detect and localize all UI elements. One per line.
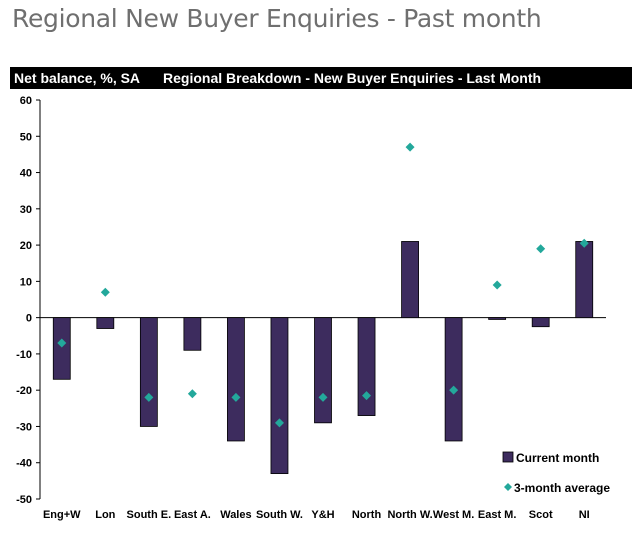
legend-bar-swatch [502, 451, 514, 463]
chart-axes [36, 99, 606, 500]
x-category-label: Y&H [311, 509, 334, 521]
bar-current-month [96, 317, 115, 329]
x-category-label: East A. [174, 509, 211, 521]
chart-legend: Current month 3-month average [502, 451, 610, 495]
y-tick-label: 60 [20, 95, 32, 107]
legend-diamond-swatch [504, 483, 512, 491]
marker-3-month-average [536, 244, 546, 254]
marker-3-month-average [579, 238, 589, 248]
x-category-label: North W. [387, 509, 432, 521]
x-category-label: Wales [220, 509, 251, 521]
y-tick-labels: 60 50 40 30 20 10 0 -10 -20 -30 -40 -50 [16, 95, 32, 506]
y-tick-label: 0 [26, 313, 32, 325]
x-category-label: North [352, 509, 382, 521]
bar-series [52, 241, 594, 475]
marker-3-month-average [187, 389, 197, 399]
bar-current-month [575, 241, 594, 319]
bar-current-month [401, 241, 419, 319]
x-category-label: South E. [127, 509, 172, 521]
x-category-label: Scot [529, 509, 553, 521]
y-tick-label: 40 [20, 168, 32, 180]
x-category-label: East M. [478, 509, 517, 521]
y-axis-unit-label: Net balance, %, SA [14, 70, 141, 86]
y-tick-label: 10 [20, 276, 32, 288]
marker-3-month-average [144, 392, 154, 402]
x-category-label: West M. [433, 509, 474, 521]
y-tick-label: 30 [20, 204, 32, 216]
x-tick-labels: Eng+W Lon South E. East A. Wales South W. Y&H N… [43, 509, 590, 521]
marker-3-month-average [231, 392, 241, 402]
y-tick-label: -50 [16, 494, 32, 506]
marker-3-month-average [492, 280, 502, 290]
bar-current-month [488, 317, 507, 320]
bar-current-month [444, 317, 463, 442]
bar-current-month [270, 317, 289, 475]
x-category-label: NI [579, 509, 590, 521]
bar-current-month [531, 317, 550, 328]
marker-3-month-average [362, 391, 372, 401]
legend-3-month-average: 3-month average [514, 481, 610, 495]
bar-current-month [139, 317, 158, 427]
bar-current-month [314, 317, 332, 424]
legend-current-month: Current month [516, 451, 599, 465]
marker-3-month-average [57, 338, 67, 348]
bar-current-month [227, 317, 245, 442]
bar-current-month [52, 317, 71, 380]
y-tick-label: -30 [16, 421, 32, 433]
bar-current-month [357, 317, 376, 416]
chart-title: Regional Breakdown - New Buyer Enquiries… [163, 70, 542, 86]
y-tick-label: -40 [16, 458, 32, 470]
x-category-label: South W. [256, 509, 303, 521]
bar-current-month [183, 317, 202, 351]
chart-header-bar: Net balance, %, SA Regional Breakdown - … [10, 67, 632, 89]
x-category-label: Lon [95, 509, 115, 521]
marker-3-month-average [405, 142, 415, 152]
page-title: Regional New Buyer Enquiries - Past mont… [12, 4, 542, 33]
y-tick-label: -10 [16, 349, 32, 361]
y-tick-label: 50 [20, 131, 32, 143]
marker-3-month-average [100, 287, 110, 297]
y-tick-label: 20 [20, 240, 32, 252]
marker-3-month-average [318, 392, 328, 402]
marker-series [57, 142, 589, 428]
x-category-label: Eng+W [43, 509, 81, 521]
marker-3-month-average [449, 385, 459, 395]
marker-3-month-average [274, 418, 284, 428]
y-tick-label: -20 [16, 385, 32, 397]
